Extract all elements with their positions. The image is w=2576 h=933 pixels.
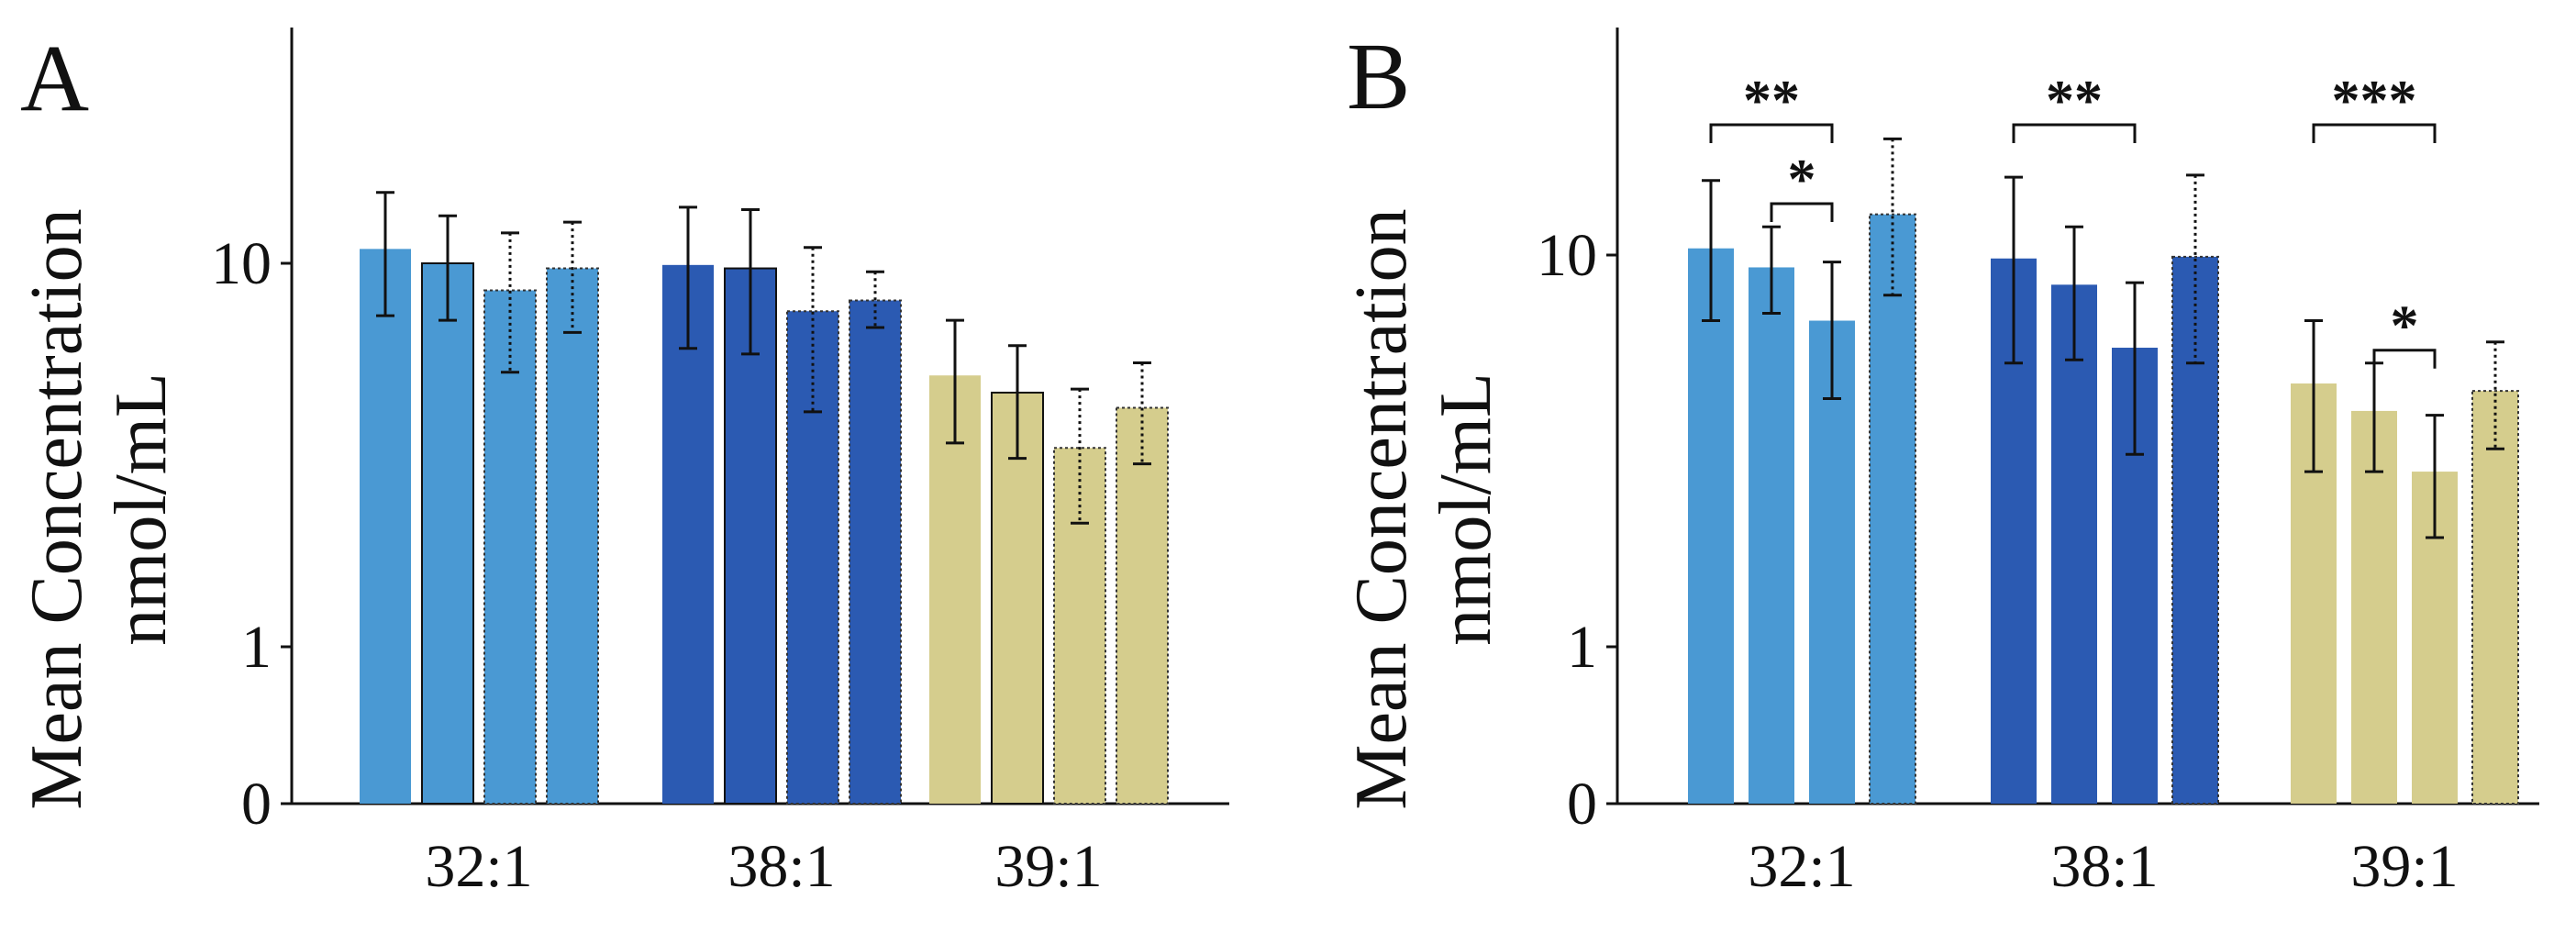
y-tick-label: 1	[241, 614, 272, 681]
bar-32-1-bar4	[1869, 213, 1916, 805]
significance-label: **	[2046, 70, 2103, 132]
x-category-label: 39:1	[2350, 833, 2458, 900]
panel-b-ylabel-line1: Mean Concentration	[1341, 208, 1422, 809]
y-tick-label: 10	[1537, 222, 1597, 289]
panel-b-letter: B	[1347, 24, 1410, 129]
bar-38-1-bar3	[786, 310, 839, 805]
bar-39-1-bar3	[1053, 447, 1106, 805]
y-tick-label: 0	[241, 771, 272, 838]
x-category-label: 32:1	[425, 833, 532, 900]
y-tick-label: 10	[211, 230, 272, 297]
x-category-label: 39:1	[994, 833, 1102, 900]
significance-label: ***	[2332, 70, 2417, 132]
bar-39-1-bar4	[2471, 390, 2519, 805]
bar-32-1-bar3	[1809, 320, 1855, 805]
bar-32-1-bar1	[360, 249, 411, 804]
x-category-label: 38:1	[727, 833, 835, 900]
significance-label: *	[2391, 295, 2419, 358]
bar-39-1-bar4	[1116, 406, 1169, 805]
panel-a-ylabel-line2: nmol/mL	[101, 372, 182, 646]
panel-b-ylabel-line2: nmol/mL	[1426, 372, 1506, 646]
panel-a-plot: 0 1 10 32:1 38:1 39:1	[211, 28, 1229, 900]
bar-32-1-bar3	[483, 289, 537, 805]
significance-bracket	[1709, 123, 1834, 143]
bar-38-1-bar2	[2051, 284, 2097, 804]
bar-39-1-bar1	[929, 375, 981, 804]
significance-bracket	[1770, 202, 1834, 222]
significance-label: **	[1743, 70, 1800, 132]
y-tick-label: 0	[1567, 771, 1597, 838]
bar-38-1-bar4	[2171, 255, 2219, 805]
significance-bracket	[2312, 123, 2437, 143]
x-category-label: 38:1	[2050, 833, 2158, 900]
bar-38-1-bar4	[849, 299, 902, 805]
bar-32-1-bar4	[546, 267, 599, 805]
bar-32-1-bar2	[1749, 267, 1794, 805]
significance-bracket	[2012, 123, 2137, 143]
bar-39-1-bar2	[991, 391, 1044, 805]
bar-32-1-bar2	[421, 262, 474, 805]
bar-32-1-bar1	[1688, 248, 1734, 804]
bar-39-1-bar2	[2351, 410, 2397, 804]
significance-bracket	[2372, 349, 2437, 369]
panel-a-ylabel-line1: Mean Concentration	[17, 208, 97, 809]
y-tick-label: 1	[1567, 614, 1597, 681]
panel-a-letter: A	[20, 26, 89, 131]
bar-38-1-bar2	[724, 267, 777, 805]
x-category-label: 32:1	[1748, 833, 1855, 900]
bar-38-1-bar1	[662, 264, 714, 805]
significance-label: *	[1788, 149, 1816, 211]
